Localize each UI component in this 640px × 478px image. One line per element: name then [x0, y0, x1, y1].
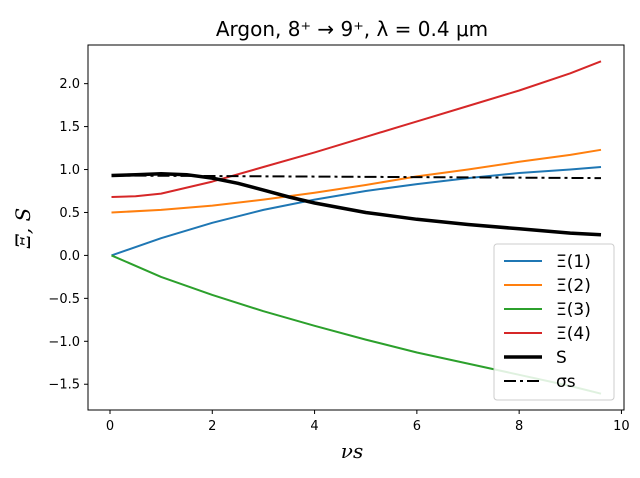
- series-line-5: [111, 172, 602, 237]
- x-tick-label: 4: [310, 419, 318, 434]
- legend-label-1: Ξ(1): [556, 252, 591, 272]
- series-line-2: [111, 148, 602, 214]
- legend-label-2: Ξ(2): [556, 276, 591, 296]
- y-tick-label: 0.0: [59, 249, 80, 264]
- y-tick-label: 0.5: [59, 206, 80, 221]
- x-tick-label: 0: [106, 419, 114, 434]
- legend-label-3: Ξ(3): [556, 300, 591, 320]
- x-tick-label: 2: [208, 419, 216, 434]
- x-axis-label: νs: [341, 439, 363, 463]
- x-tick-label: 10: [613, 419, 630, 434]
- x-tick-label: 8: [515, 419, 523, 434]
- chart-title: Argon, 8⁺ → 9⁺, λ = 0.4 μm: [216, 17, 488, 41]
- legend: Ξ(1) Ξ(2) Ξ(3) Ξ(4) Sσs: [493, 243, 615, 401]
- plot-area: [87, 44, 625, 411]
- y-tick-label: −1.0: [48, 335, 80, 350]
- x-tick-label: 6: [413, 419, 421, 434]
- legend-label-6: σs: [556, 372, 576, 392]
- legend-box: [493, 243, 615, 401]
- axis-ticks: 0 2 4 6 8 10 −1.5 −1.0 −0.5 0.0 0.5 1.0 1.5 2.0: [48, 77, 629, 434]
- y-tick-label: 1.0: [59, 163, 80, 178]
- legend-label-5: S: [556, 348, 567, 368]
- plot-frame: [87, 44, 625, 411]
- series-line-1: [111, 166, 602, 257]
- series-line-4: [111, 60, 602, 198]
- y-tick-label: −0.5: [48, 292, 80, 307]
- legend-label-4: Ξ(4): [556, 324, 591, 344]
- y-tick-label: −1.5: [48, 378, 80, 393]
- y-tick-label: 2.0: [59, 77, 80, 92]
- series-line-6: [111, 174, 602, 180]
- y-tick-label: 1.5: [59, 120, 80, 135]
- y-axis-label: Ξ, S: [11, 208, 35, 250]
